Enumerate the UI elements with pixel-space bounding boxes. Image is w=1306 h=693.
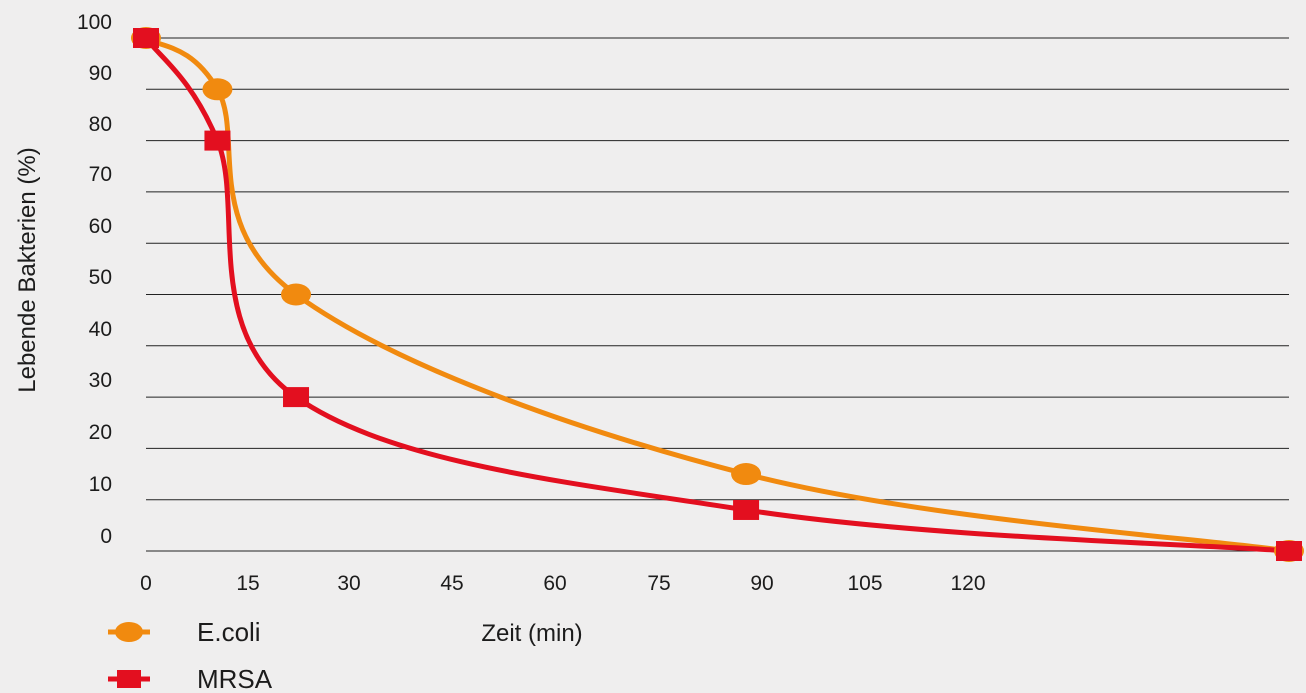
x-tick-label: 0 bbox=[140, 572, 152, 595]
data-point-ecoli bbox=[202, 78, 233, 101]
data-point-mrsa bbox=[733, 499, 760, 520]
y-tick-label: 70 bbox=[89, 163, 112, 186]
y-tick-label: 0 bbox=[100, 525, 112, 548]
x-axis-label: Zeit (min) bbox=[481, 620, 582, 647]
legend-label: MRSA bbox=[197, 664, 273, 693]
y-tick-label: 30 bbox=[89, 369, 112, 392]
x-tick-label: 30 bbox=[337, 572, 360, 595]
x-tick-label: 45 bbox=[440, 572, 463, 595]
y-tick-label: 50 bbox=[89, 266, 112, 289]
y-tick-labels: 0 10 20 30 40 50 60 70 80 90 100 bbox=[77, 11, 112, 548]
x-tick-label: 15 bbox=[236, 572, 259, 595]
y-axis-label: Lebende Bakterien (%) bbox=[14, 147, 41, 392]
legend-marker-square bbox=[117, 670, 141, 688]
y-tick-label: 90 bbox=[89, 62, 112, 85]
legend-marker-circle bbox=[115, 622, 143, 642]
x-tick-label: 105 bbox=[847, 572, 882, 595]
data-point-ecoli bbox=[731, 463, 762, 486]
legend: E.coli MRSA bbox=[108, 617, 273, 693]
series-markers bbox=[131, 27, 1304, 562]
data-point-mrsa bbox=[133, 28, 159, 48]
y-tick-label: 10 bbox=[89, 473, 112, 496]
data-point-mrsa bbox=[283, 387, 310, 408]
grid-lines bbox=[146, 37, 1289, 501]
x-tick-label: 75 bbox=[647, 572, 670, 595]
data-point-ecoli bbox=[281, 283, 312, 306]
legend-item: E.coli bbox=[108, 617, 261, 647]
x-tick-label: 90 bbox=[750, 572, 773, 595]
legend-item: MRSA bbox=[108, 664, 273, 693]
y-tick-label: 80 bbox=[89, 113, 112, 136]
x-tick-labels: 0 15 30 45 60 75 90 105 120 bbox=[140, 572, 985, 595]
y-tick-label: 60 bbox=[89, 215, 112, 238]
y-tick-label: 100 bbox=[77, 11, 112, 34]
y-tick-label: 20 bbox=[89, 421, 112, 444]
x-tick-label: 120 bbox=[950, 572, 985, 595]
legend-label: E.coli bbox=[197, 617, 261, 647]
data-point-mrsa bbox=[204, 130, 231, 151]
y-tick-label: 40 bbox=[89, 318, 112, 341]
x-tick-label: 60 bbox=[543, 572, 566, 595]
data-point-mrsa bbox=[1276, 541, 1302, 561]
